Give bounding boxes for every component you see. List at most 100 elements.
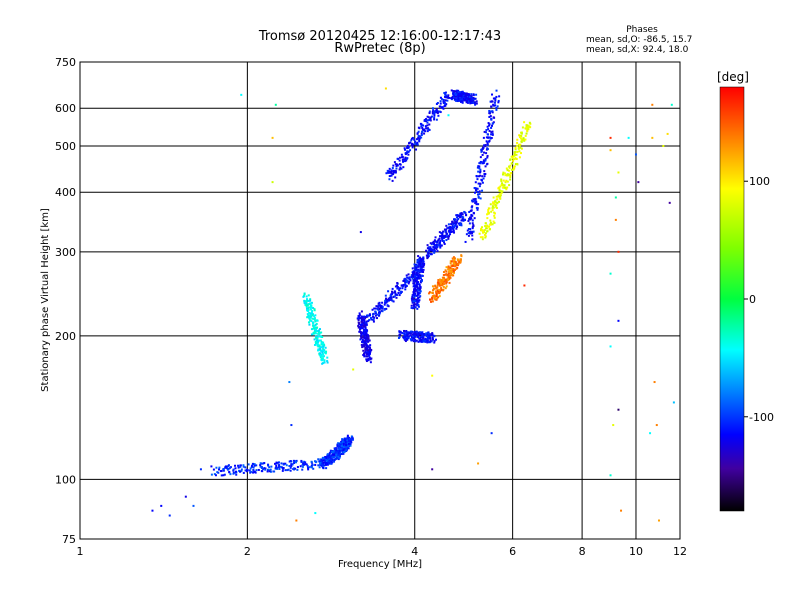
trace-point	[443, 242, 446, 245]
trace-point	[437, 238, 440, 241]
trace-point	[366, 355, 369, 358]
trace-point	[305, 295, 308, 298]
trace-point	[438, 241, 441, 244]
trace-point	[442, 285, 445, 288]
trace-point	[418, 275, 421, 278]
trace-point	[491, 132, 494, 135]
trace-point	[419, 281, 422, 284]
trace-point	[310, 333, 313, 336]
trace-point	[501, 173, 504, 176]
trace-point	[493, 104, 496, 107]
trace-point	[444, 230, 447, 233]
trace-point	[441, 233, 444, 236]
trace-point	[396, 294, 399, 297]
x-tick-label: 12	[673, 545, 687, 558]
trace-point	[307, 294, 310, 297]
trace-point	[410, 330, 413, 333]
trace-point	[319, 352, 322, 355]
trace-point	[371, 315, 374, 318]
trace-point	[419, 269, 422, 272]
trace-point	[364, 315, 367, 318]
trace-point	[505, 179, 508, 182]
trace-point	[475, 102, 478, 105]
trace-point	[437, 283, 440, 286]
trace-point	[383, 308, 386, 311]
trace-point	[326, 453, 329, 456]
trace-point	[524, 127, 527, 130]
trace-point	[307, 466, 310, 469]
trace-point	[527, 128, 530, 131]
trace-point	[489, 219, 492, 222]
trace-point	[495, 95, 498, 98]
trace-point	[417, 332, 420, 335]
scatter-point	[295, 519, 298, 522]
trace-point	[433, 116, 436, 119]
trace-point	[433, 112, 436, 115]
trace-point	[483, 151, 486, 154]
trace-point	[497, 99, 500, 102]
trace-point	[364, 346, 367, 349]
trace-point	[479, 236, 482, 239]
trace-point	[361, 323, 364, 326]
trace-point	[401, 287, 404, 290]
trace-point	[364, 327, 367, 330]
trace-point	[376, 313, 379, 316]
chart-subtitle: RwPretec (8p)	[334, 41, 425, 56]
trace-point	[389, 171, 392, 174]
trace-point	[496, 105, 499, 108]
trace-point	[309, 316, 312, 319]
trace-point	[499, 195, 502, 198]
trace-point	[491, 209, 494, 212]
trace-point	[341, 442, 344, 445]
trace-point	[422, 268, 425, 271]
trace-point	[414, 306, 417, 309]
trace-point	[339, 448, 342, 451]
trace-point	[450, 96, 453, 99]
trace-point	[304, 303, 307, 306]
trace-point	[465, 101, 468, 104]
trace-point	[342, 446, 345, 449]
trace-point	[364, 343, 367, 346]
trace-point	[415, 148, 418, 151]
trace-point	[331, 451, 334, 454]
trace-point	[305, 302, 308, 305]
trace-point	[484, 165, 487, 168]
trace-point	[465, 100, 468, 103]
trace-point	[468, 210, 471, 213]
trace-point	[313, 318, 316, 321]
y-tick-label: 400	[55, 186, 76, 199]
trace-point	[509, 164, 512, 167]
trace-point	[362, 336, 365, 339]
trace-point	[447, 223, 450, 226]
trace-point	[429, 116, 432, 119]
plot-frame	[79, 61, 681, 540]
trace-point	[467, 234, 470, 237]
trace-point	[442, 271, 445, 274]
trace-point	[362, 340, 365, 343]
trace-point	[448, 267, 451, 270]
trace-point	[417, 270, 420, 273]
trace-point	[428, 334, 431, 337]
trace-point	[404, 277, 407, 280]
trace-point	[244, 466, 247, 469]
trace-point	[328, 462, 331, 465]
trace-point	[428, 246, 431, 249]
trace-point	[433, 118, 436, 121]
trace-point	[345, 439, 348, 442]
trace-point	[367, 359, 370, 362]
scatter-point	[431, 468, 434, 471]
trace-point	[426, 115, 429, 118]
trace-point	[459, 93, 462, 96]
trace-point	[471, 222, 474, 225]
trace-point	[394, 169, 397, 172]
scatter-point	[431, 374, 434, 377]
trace-point	[520, 134, 523, 137]
trace-point	[488, 129, 491, 132]
trace-point	[449, 262, 452, 265]
trace-point	[452, 270, 455, 273]
scatter-point	[651, 136, 654, 139]
trace-point	[321, 353, 324, 356]
trace-point	[226, 467, 229, 470]
trace-point	[392, 295, 395, 298]
trace-point	[361, 339, 364, 342]
